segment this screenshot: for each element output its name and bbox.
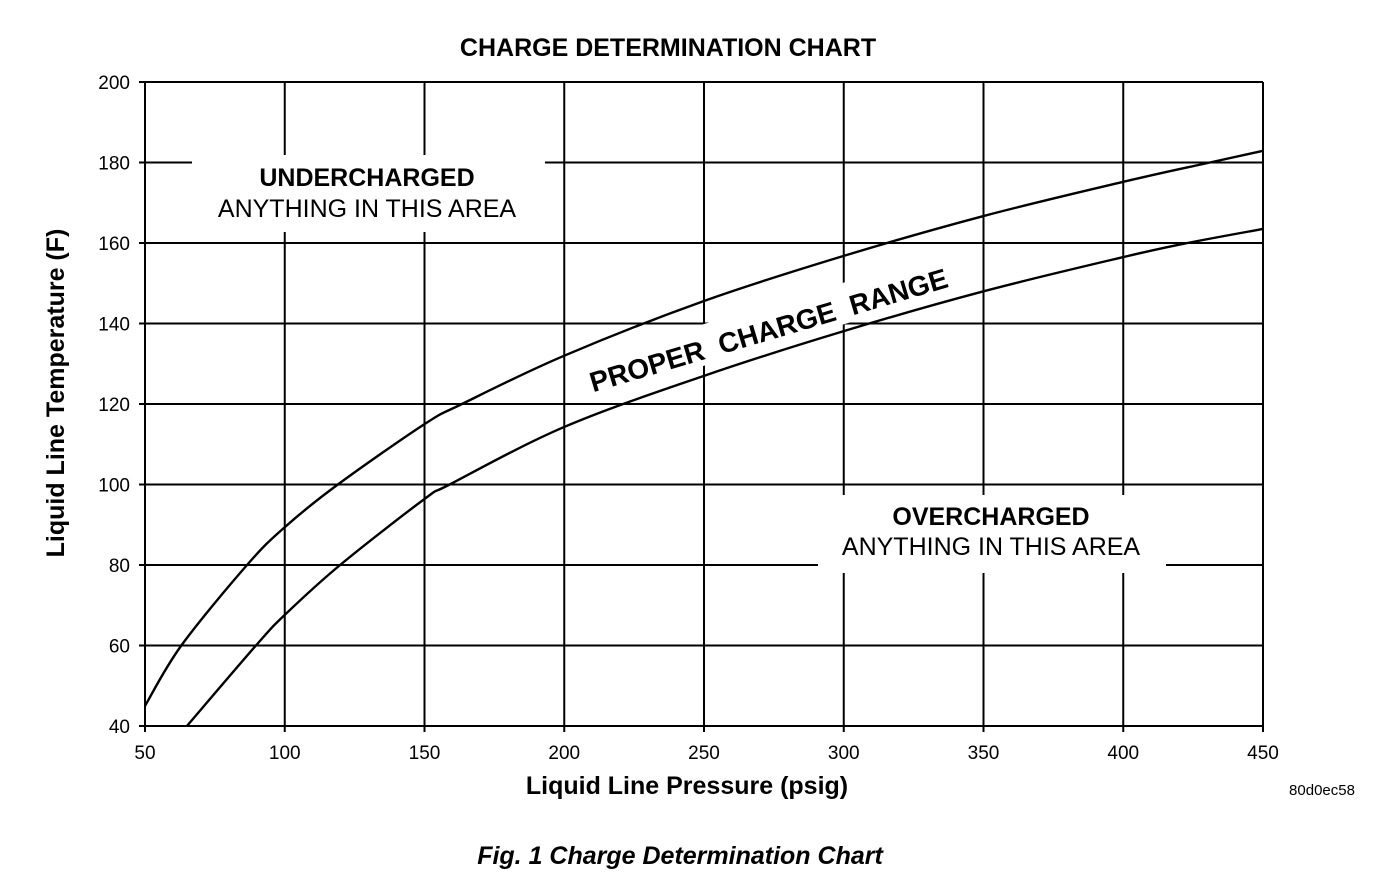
x-tick-label: 200 [548,743,580,764]
x-tick-label: 300 [828,743,860,764]
x-tick-label: 150 [409,743,441,764]
y-tick-label: 140 [98,315,130,336]
series-line-lower-limit [186,227,1264,727]
y-tick-label: 120 [98,395,130,416]
y-tick-label: 160 [98,234,130,255]
chart-title: CHARGE DETERMINATION CHART [460,34,876,62]
x-tick-label: 100 [269,743,301,764]
y-tick-label: 100 [98,476,130,497]
x-axis-label: Liquid Line Pressure (psig) [526,772,848,800]
undercharged-title: UNDERCHARGED [259,164,474,192]
x-tick-label: 350 [968,743,1000,764]
undercharged-subtitle: ANYTHING IN THIS AREA [218,195,517,223]
curves [143,149,1264,727]
proper-range-label-box [569,250,965,403]
x-tick-label: 50 [134,743,155,764]
x-tick-label: 450 [1247,743,1279,764]
y-tick-label: 40 [109,717,130,738]
y-tick-label: 200 [98,73,130,94]
figure-id: 80d0ec58 [1289,782,1355,799]
overcharged-title: OVERCHARGED [892,503,1089,531]
y-axis-label: Liquid Line Temperature (F) [42,229,70,558]
x-axis-ticks: 50 100 150 200 250 300 350 400 450 [134,743,1278,764]
proper-range-label: PROPER CHARGE RANGE [586,263,951,398]
figure-caption: Fig. 1 Charge Determination Chart [477,842,884,870]
y-tick-label: 60 [109,637,130,658]
overcharged-label-box [818,495,1166,573]
x-tick-label: 250 [688,743,720,764]
y-tick-label: 180 [98,154,130,175]
proper-range-label-group: PROPER CHARGE RANGE [569,250,965,403]
series-line-upper-limit [143,149,1264,707]
y-axis-ticks: 40 60 80 100 120 140 160 180 200 [98,73,130,738]
undercharged-label-box [192,155,545,232]
overcharged-subtitle: ANYTHING IN THIS AREA [842,533,1141,561]
grid [139,81,1264,732]
y-tick-label: 80 [109,556,130,577]
x-tick-label: 400 [1107,743,1139,764]
